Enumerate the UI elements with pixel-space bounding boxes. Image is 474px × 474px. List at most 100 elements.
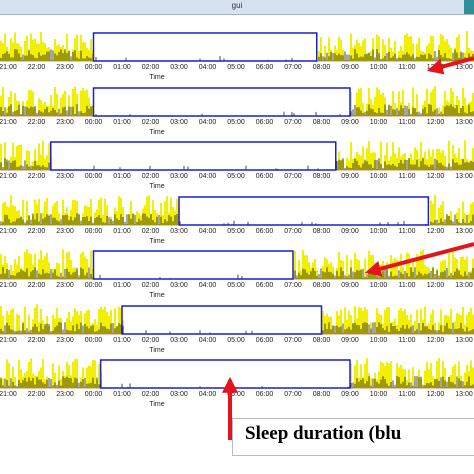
tick-label: 22:00 bbox=[27, 391, 46, 398]
activity-bar bbox=[424, 305, 426, 334]
activity-bar bbox=[10, 194, 12, 225]
tick-label: 09:00 bbox=[341, 64, 359, 71]
activity-bar bbox=[120, 307, 122, 334]
activity-bar bbox=[42, 319, 44, 334]
activity-bar bbox=[98, 364, 100, 388]
activity-bar bbox=[324, 256, 326, 279]
tick-label: 09:00 bbox=[341, 336, 359, 344]
x-axis-ticks: 21:00 22:00 23:00 00:00 01:00 02:00 03:00 04:00… bbox=[0, 337, 474, 349]
activity-bar bbox=[418, 37, 420, 61]
activity-bar bbox=[336, 310, 338, 334]
activity-bar bbox=[380, 141, 382, 170]
activity-bar bbox=[26, 35, 28, 61]
window-control[interactable] bbox=[464, 0, 474, 14]
activity-bar bbox=[298, 259, 300, 279]
activity-bar bbox=[14, 259, 16, 279]
tick-label: 13:00 bbox=[455, 227, 473, 235]
activity-bar bbox=[114, 307, 116, 334]
activity-bar bbox=[2, 86, 4, 116]
activity-bar bbox=[440, 152, 442, 170]
activity-bar bbox=[450, 87, 452, 116]
activity-bar bbox=[432, 149, 434, 170]
activity-bar bbox=[42, 212, 44, 225]
activity-bar bbox=[346, 319, 348, 334]
activity-bar bbox=[66, 33, 68, 61]
activity-bar bbox=[16, 210, 18, 225]
activity-bar bbox=[400, 45, 402, 61]
activity-bar bbox=[458, 361, 460, 388]
activity-bar bbox=[74, 199, 76, 225]
activity-bar bbox=[468, 311, 470, 334]
activity-bar bbox=[408, 319, 410, 334]
activity-bar bbox=[316, 269, 318, 279]
activity-bar bbox=[80, 34, 82, 61]
activity-bar bbox=[360, 155, 362, 170]
activity-bar bbox=[388, 306, 390, 334]
activity-bar bbox=[410, 153, 412, 170]
activity-bar bbox=[304, 255, 306, 279]
activity-bar bbox=[350, 91, 352, 116]
activity-bar bbox=[356, 258, 358, 279]
activity-bar bbox=[348, 160, 350, 170]
activity-bar bbox=[4, 142, 6, 170]
tick-label: 10:00 bbox=[369, 64, 388, 71]
activity-bar bbox=[412, 367, 414, 388]
activity-bar bbox=[68, 94, 70, 116]
activity-bar bbox=[78, 314, 80, 334]
activity-bar bbox=[40, 154, 42, 170]
activity-bar bbox=[326, 313, 328, 334]
tick-label: 07:00 bbox=[284, 282, 302, 289]
activity-bar bbox=[86, 309, 88, 334]
activity-bar bbox=[440, 309, 442, 334]
activity-bar bbox=[358, 260, 360, 279]
tick-label: 11:00 bbox=[398, 391, 416, 398]
activity-bar bbox=[362, 146, 364, 170]
activity-bar bbox=[408, 369, 410, 388]
activity-bar bbox=[162, 214, 164, 225]
activity-bar bbox=[364, 306, 366, 334]
activity-bar bbox=[368, 140, 370, 170]
activity-bar bbox=[92, 360, 94, 388]
activity-bar bbox=[366, 309, 368, 334]
activity-bar bbox=[10, 38, 12, 61]
activity-bar bbox=[18, 360, 20, 388]
activity-bar bbox=[36, 43, 38, 61]
activity-trace bbox=[0, 303, 474, 335]
tick-label: 04:00 bbox=[198, 64, 217, 71]
activity-bar bbox=[472, 314, 474, 334]
activity-bar bbox=[84, 42, 86, 61]
activity-bar bbox=[460, 158, 462, 170]
activity-bar bbox=[0, 254, 2, 279]
activity-bar bbox=[56, 45, 58, 61]
activity-bar bbox=[442, 200, 444, 225]
tick-label: 07:00 bbox=[284, 227, 302, 235]
activity-bar bbox=[52, 363, 54, 388]
activity-bar bbox=[350, 33, 352, 61]
activity-bar bbox=[24, 305, 26, 334]
activity-bar bbox=[414, 320, 416, 334]
activity-bar bbox=[428, 149, 430, 170]
activity-bar bbox=[356, 91, 358, 116]
activity-bar bbox=[350, 363, 352, 388]
activity-bar bbox=[82, 251, 84, 279]
tick-label: 23:00 bbox=[56, 391, 74, 398]
activity-bar bbox=[56, 93, 58, 116]
activity-bar bbox=[426, 159, 428, 170]
tick-label: 02:00 bbox=[141, 173, 160, 180]
tick-label: 12:00 bbox=[426, 336, 445, 344]
activity-bar bbox=[426, 88, 428, 116]
tick-label: 08:00 bbox=[312, 336, 331, 344]
activity-bar bbox=[434, 85, 436, 116]
tick-label: 02:00 bbox=[141, 336, 160, 344]
activity-bar bbox=[458, 147, 460, 170]
activity-bar bbox=[410, 313, 412, 334]
activity-bar bbox=[382, 362, 384, 388]
tick-label: 10:00 bbox=[369, 227, 388, 235]
tick-label: 23:00 bbox=[56, 118, 74, 126]
activity-bar bbox=[450, 374, 452, 388]
activity-bar bbox=[90, 366, 92, 388]
activity-bar bbox=[38, 370, 40, 388]
activity-bar bbox=[28, 361, 30, 388]
activity-bar bbox=[42, 259, 44, 279]
activity-bar bbox=[32, 91, 34, 116]
